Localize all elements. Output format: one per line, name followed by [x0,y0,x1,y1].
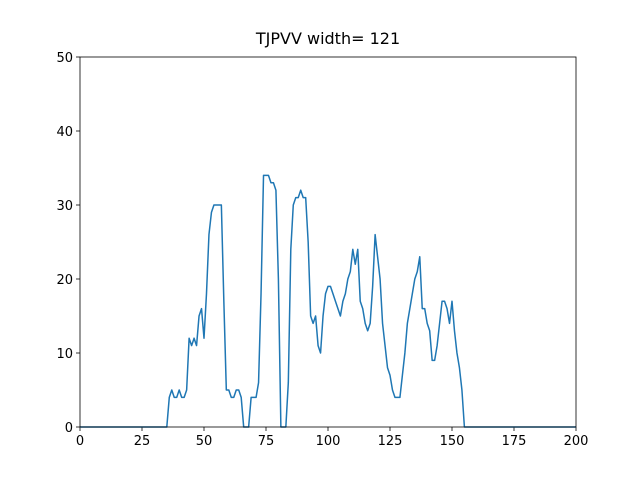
y-tick-label: 50 [56,51,73,66]
x-tick-label: 0 [76,434,84,449]
x-tick-label: 175 [502,434,527,449]
data-line [80,174,576,428]
x-tick-label: 100 [316,434,341,449]
y-tick-label: 10 [56,347,73,362]
x-tick-label: 200 [564,434,589,449]
chart-title: TJPVV width= 121 [255,29,400,48]
y-tick-label: 40 [56,125,73,140]
y-tick-label: 30 [56,199,73,214]
x-tick-label: 25 [134,434,151,449]
x-tick-label: 75 [258,434,275,449]
plot-frame [79,56,577,428]
x-tick-label: 150 [440,434,465,449]
x-tick-label: 50 [196,434,213,449]
y-tick-label: 0 [65,421,73,436]
y-tick-label: 20 [56,273,73,288]
x-tick-label: 125 [378,434,403,449]
